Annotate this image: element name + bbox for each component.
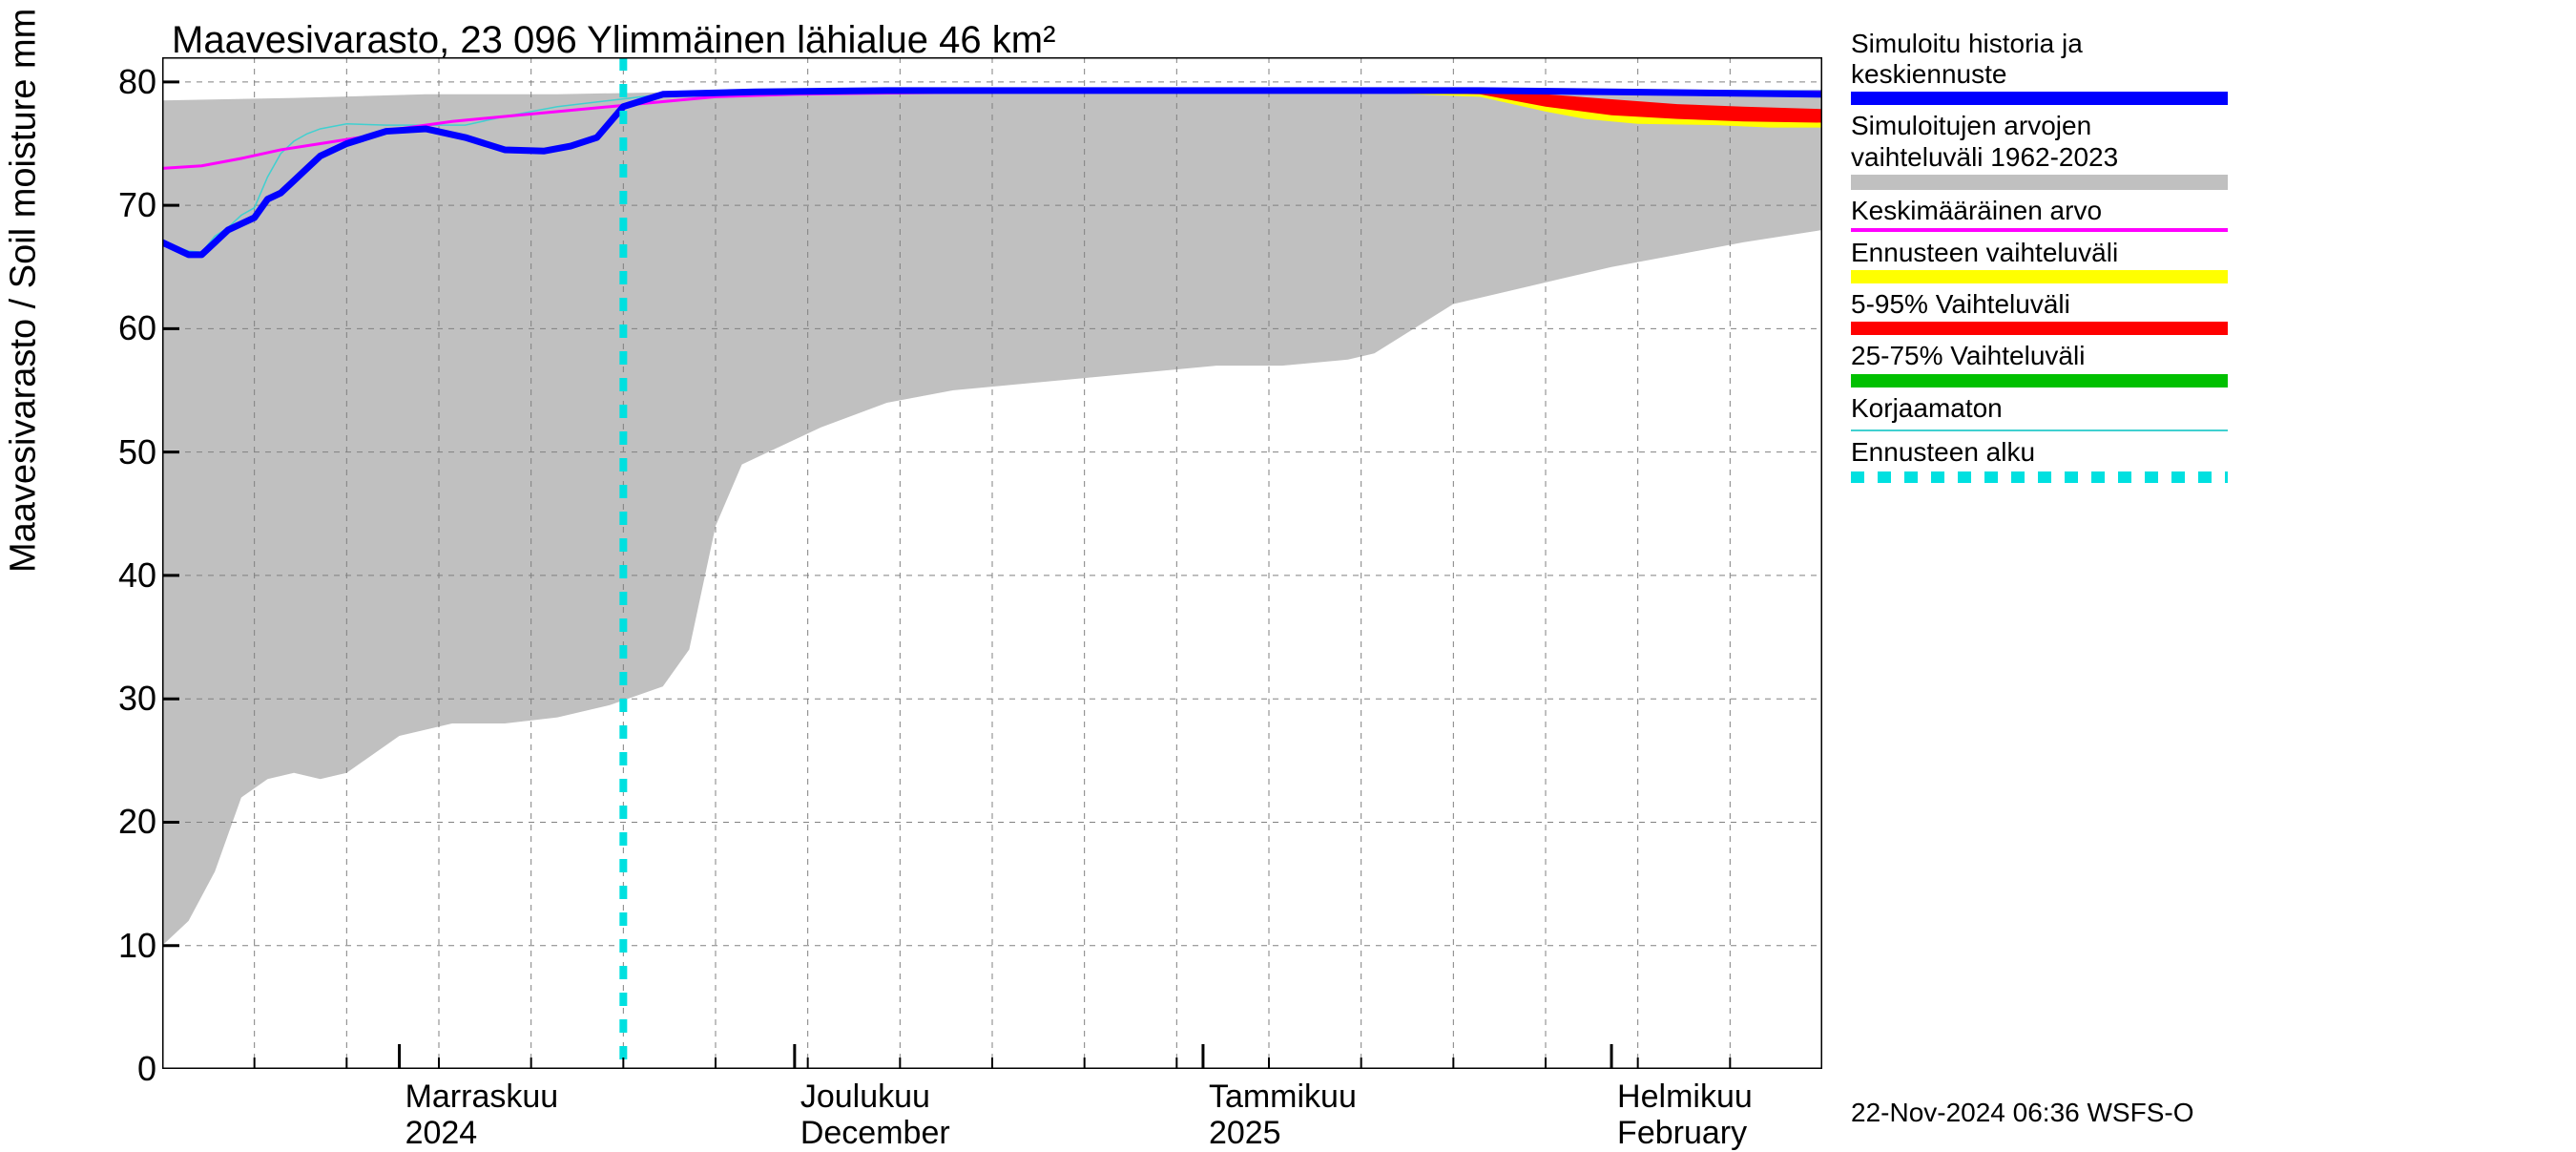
legend-item: 5-95% Vaihteluväli <box>1851 289 2233 335</box>
y-tick-label: 10 <box>118 926 156 966</box>
x-month-sublabel: 2024 <box>405 1115 478 1152</box>
legend-swatch <box>1851 471 2228 483</box>
legend-item: Ennusteen vaihteluväli <box>1851 238 2233 283</box>
y-tick-label: 20 <box>118 802 156 842</box>
x-month-label: Tammikuu <box>1209 1079 1357 1116</box>
legend-text: vaihteluväli 1962-2023 <box>1851 142 2233 173</box>
timestamp-label: 22-Nov-2024 06:36 WSFS-O <box>1851 1098 2194 1128</box>
chart-svg <box>162 57 1822 1069</box>
y-tick-label: 30 <box>118 679 156 719</box>
chart-title: Maavesivarasto, 23 096 Ylimmäinen lähial… <box>172 19 1055 62</box>
legend-item: Simuloitujen arvojenvaihteluväli 1962-20… <box>1851 111 2233 189</box>
y-tick-label: 50 <box>118 432 156 472</box>
legend-swatch <box>1851 92 2228 105</box>
y-axis-ticks: 01020304050607080 <box>0 57 157 1069</box>
x-month-sublabel: December <box>800 1115 950 1152</box>
legend-swatch <box>1851 228 2228 232</box>
legend-text: Keskimääräinen arvo <box>1851 196 2233 226</box>
legend-item: Simuloitu historia jakeskiennuste <box>1851 29 2233 105</box>
legend-item: Keskimääräinen arvo <box>1851 196 2233 232</box>
legend-swatch <box>1851 429 2228 431</box>
y-tick-label: 40 <box>118 555 156 596</box>
y-tick-label: 70 <box>118 185 156 225</box>
x-month-sublabel: February <box>1617 1115 1747 1152</box>
legend-text: Ennusteen alku <box>1851 437 2233 468</box>
y-tick-label: 80 <box>118 62 156 102</box>
legend-text: 25-75% Vaihteluväli <box>1851 341 2233 371</box>
legend-item: Ennusteen alku <box>1851 437 2233 483</box>
x-month-label: Helmikuu <box>1617 1079 1753 1116</box>
x-month-sublabel: 2025 <box>1209 1115 1281 1152</box>
legend: Simuloitu historia jakeskiennusteSimuloi… <box>1851 29 2233 489</box>
x-axis-labels: Marraskuu2024JoulukuuDecemberTammikuu202… <box>162 1079 1822 1145</box>
legend-swatch <box>1851 270 2228 283</box>
legend-text: Korjaamaton <box>1851 393 2233 424</box>
legend-text: 5-95% Vaihteluväli <box>1851 289 2233 320</box>
y-tick-label: 0 <box>137 1049 156 1089</box>
legend-swatch <box>1851 322 2228 335</box>
legend-text: Simuloitu historia ja <box>1851 29 2233 59</box>
legend-swatch <box>1851 374 2228 387</box>
legend-item: Korjaamaton <box>1851 393 2233 431</box>
legend-text: Simuloitujen arvojen <box>1851 111 2233 141</box>
legend-swatch <box>1851 175 2228 190</box>
legend-text: Ennusteen vaihteluväli <box>1851 238 2233 268</box>
legend-text: keskiennuste <box>1851 59 2233 90</box>
y-tick-label: 60 <box>118 308 156 348</box>
x-month-label: Marraskuu <box>405 1079 559 1116</box>
legend-item: 25-75% Vaihteluväli <box>1851 341 2233 387</box>
x-month-label: Joulukuu <box>800 1079 930 1116</box>
chart-plot-area <box>162 57 1822 1069</box>
